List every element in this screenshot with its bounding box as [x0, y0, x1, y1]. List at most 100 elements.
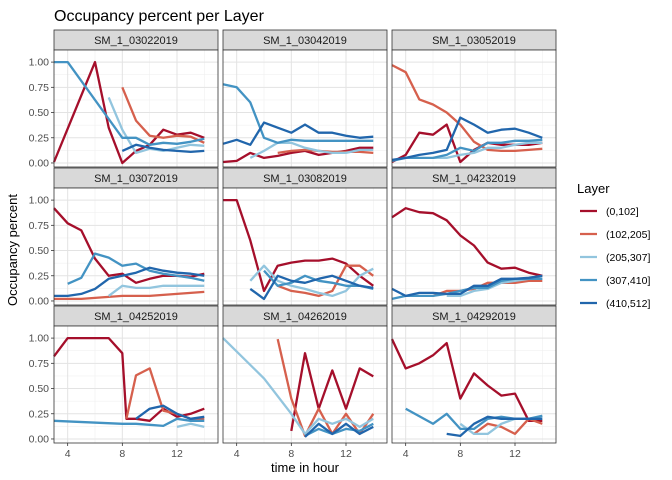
facet-panel: SM_1_03042019	[222, 29, 388, 168]
facet-strip-label: SM_1_04262019	[263, 311, 347, 323]
x-tick-label: 4	[403, 448, 409, 460]
legend-label: (410,512]	[606, 298, 650, 310]
series-line	[433, 141, 543, 160]
x-tick-label: 12	[509, 448, 521, 460]
legend-item: (102,205]	[580, 229, 650, 241]
facet-strip-label: SM_1_04252019	[94, 311, 178, 323]
panel-border	[53, 49, 219, 168]
panel-border	[391, 49, 557, 168]
legend-item: (307,410]	[580, 275, 650, 287]
facet-strip-label: SM_1_04292019	[432, 311, 516, 323]
facet-strip-label: SM_1_03052019	[432, 35, 516, 47]
series-line	[304, 422, 374, 437]
y-axis-title: Occupancy percent	[5, 194, 20, 306]
y-tick-label: 0.00	[29, 157, 50, 169]
series-line	[52, 60, 205, 165]
series-line	[446, 415, 543, 438]
chart-title: Occupancy percent per Layer	[54, 8, 265, 25]
series-line	[249, 274, 374, 301]
x-tick-label: 8	[119, 448, 125, 460]
x-tick-label: 8	[457, 448, 463, 460]
series-line	[263, 269, 374, 291]
series-line	[222, 121, 374, 146]
plot-background	[392, 326, 556, 443]
series-line	[290, 352, 374, 432]
series-line	[53, 417, 205, 428]
series-line	[391, 64, 543, 153]
panel-border	[391, 187, 557, 306]
series-line	[391, 138, 543, 163]
plot-background	[54, 50, 218, 167]
facet-strip-label: SM_1_03082019	[263, 173, 347, 185]
x-tick-label: 4	[234, 448, 240, 460]
legend-label: (102,205]	[606, 229, 650, 241]
plot-background	[392, 50, 556, 167]
legend-item: (0,102]	[580, 206, 639, 218]
x-tick-label: 12	[340, 448, 352, 460]
series-line	[391, 274, 543, 298]
y-tick-label: 0.75	[29, 220, 50, 232]
panel-border	[53, 187, 219, 306]
y-tick-label: 0.00	[29, 433, 50, 445]
series-line	[54, 266, 205, 298]
series-line	[249, 141, 374, 159]
panel-border	[222, 187, 388, 306]
facet-panel: SM_1_03072019 0.00 0.25 0.50 0.75 1.00	[29, 167, 219, 307]
y-tick-label: 1.00	[29, 333, 50, 345]
series-line	[121, 143, 205, 154]
series-line	[390, 338, 543, 422]
facet-strip-label: SM_1_04232019	[432, 173, 516, 185]
series-line	[304, 422, 374, 438]
facet-panels: SM_1_030220190.000.250.500.751.00SM_1_03…	[29, 29, 557, 460]
y-tick-label: 1.00	[29, 57, 50, 69]
series-line	[222, 337, 374, 436]
series-line	[121, 86, 205, 144]
x-tick-label: 12	[171, 448, 183, 460]
y-tick-label: 0.00	[29, 295, 50, 307]
y-tick-label: 1.00	[29, 195, 50, 207]
y-tick-label: 0.75	[29, 358, 50, 370]
legend-label: (0,102]	[606, 206, 639, 218]
panel-border	[222, 325, 388, 444]
facet-panel: SM_1_03082019	[222, 167, 388, 306]
x-axis-title: time in hour	[271, 460, 340, 475]
series-line	[391, 116, 543, 162]
series-line	[67, 252, 205, 285]
y-tick-label: 0.25	[29, 132, 50, 144]
series-line	[391, 207, 543, 277]
series-line	[54, 60, 205, 146]
series-line	[222, 83, 374, 144]
x-tick-label: 8	[288, 448, 294, 460]
series-line	[176, 422, 205, 429]
y-tick-label: 0.25	[29, 270, 50, 282]
facet-panel: SM_1_04252019 0.00 0.25 0.50 0.75 1.00 4 8 12	[29, 305, 219, 460]
facet-strip-label: SM_1_03042019	[263, 35, 347, 47]
facet-panel: SM_1_04292019 4 8 12	[390, 305, 557, 460]
series-line	[432, 279, 543, 297]
series-line	[222, 146, 374, 164]
facet-strip-label: SM_1_03072019	[94, 173, 178, 185]
series-line	[135, 404, 205, 420]
legend-label: (205,307]	[606, 252, 650, 264]
facet-panel: SM_1_03052019	[391, 29, 557, 168]
y-tick-label: 0.25	[29, 408, 50, 420]
x-tick-label: 4	[65, 448, 71, 460]
panel-border	[222, 49, 388, 168]
legend-title: Layer	[577, 181, 610, 196]
legend: Layer (0,102] (102,205] (205,307] (307,410]…	[577, 181, 650, 310]
facet-panel: SM_1_03022019 0.00 0.25 0.50 0.75 1.00	[29, 29, 219, 169]
y-tick-label: 0.50	[29, 245, 50, 257]
legend-label: (307,410]	[606, 275, 650, 287]
panel-border	[391, 325, 557, 444]
series-line	[54, 290, 205, 301]
legend-item: (410,512]	[580, 298, 650, 310]
y-tick-label: 0.50	[29, 383, 50, 395]
plot-background	[223, 326, 387, 443]
series-line	[108, 284, 205, 297]
y-tick-label: 0.75	[29, 82, 50, 94]
facet-strip-label: SM_1_03022019	[94, 35, 178, 47]
y-tick-label: 0.50	[29, 107, 50, 119]
legend-item: (205,307]	[580, 252, 650, 264]
panel-border	[53, 325, 219, 444]
